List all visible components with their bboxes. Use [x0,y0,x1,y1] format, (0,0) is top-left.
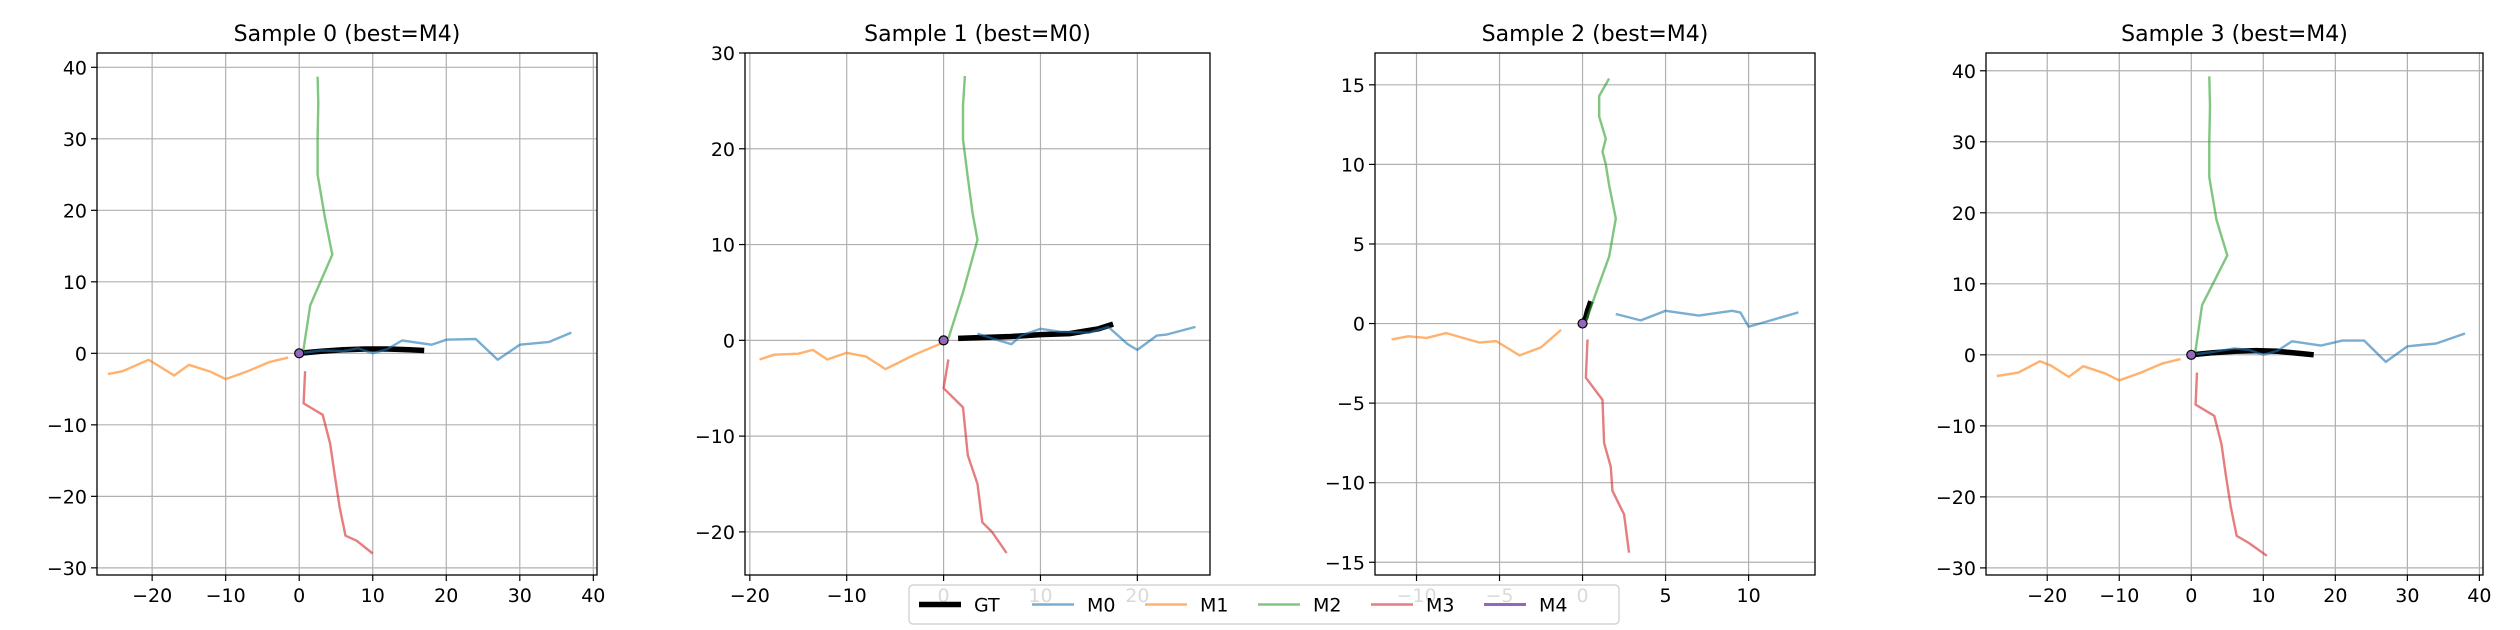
series-line-m3 [1584,339,1631,553]
x-tick-label: −20 [2027,585,2067,607]
y-tick-label: −20 [47,486,87,508]
series-line-m2 [1584,77,1618,323]
y-tick-label: 20 [63,200,87,222]
x-tick-label: −10 [206,585,246,607]
legend-item-m3: M3 [1371,595,1454,617]
series-line-m2 [301,76,334,354]
x-tick-label: 10 [1736,585,1760,607]
y-tick-label: −10 [1325,473,1365,495]
series-line-m2 [947,75,979,339]
y-tick-label: 0 [75,343,87,365]
x-tick-label: 0 [293,585,305,607]
legend-label: M0 [1087,595,1115,617]
legend-item-m2: M2 [1258,595,1341,617]
x-tick-label: 40 [2467,585,2491,607]
series-line-m0 [1615,309,1799,328]
x-tick-label: 40 [581,585,605,607]
series-point-m4 [1577,318,1588,329]
y-tick-label: −10 [47,415,87,437]
y-tick-label: 10 [63,272,87,294]
x-tick-label: −20 [132,585,172,607]
y-tick-label: −15 [1325,552,1365,574]
series-line-m0 [2191,332,2466,364]
series-line-m1 [1996,357,2181,382]
y-tick-label: 10 [1952,274,1976,296]
series-line-m0 [299,331,572,361]
axes-frame [96,52,598,576]
x-tick-label: −10 [2099,585,2139,607]
x-tick-label: −20 [730,585,770,607]
legend-label: M4 [1539,595,1567,617]
subplot-title: Sample 1 (best=M0) [864,22,1091,47]
series-line-m1 [107,356,289,381]
x-tick-label: 5 [1660,585,1672,607]
subplot-title: Sample 3 (best=M4) [2121,22,2348,47]
y-tick-label: −30 [47,558,87,580]
x-tick-label: 20 [434,585,458,607]
legend-item-gt: GT [919,595,1000,617]
x-tick-label: 10 [361,585,385,607]
legend-item-m4: M4 [1484,595,1567,617]
y-tick-label: 15 [1341,75,1365,97]
x-tick-label: 20 [2323,585,2347,607]
y-tick-label: −10 [695,426,735,448]
y-tick-label: 30 [63,129,87,151]
y-tick-label: 30 [711,43,735,65]
series-point-m4 [2186,349,2197,360]
y-tick-label: 40 [63,57,87,79]
grid [1375,53,1815,575]
legend-item-m1: M1 [1145,595,1228,617]
grid [745,52,1210,575]
x-tick-label: 30 [2395,585,2419,607]
y-tick-label: −30 [1936,558,1976,580]
subplot-0: −20 −10 0 10 20 30 40 −30 −20 −10 0 10 20 30 40 Sample … [47,22,606,607]
grid [1986,53,2483,575]
y-tick-label: 20 [1952,203,1976,225]
y-tick-label: −20 [1936,487,1976,509]
subplot-title: Sample 2 (best=M4) [1482,22,1709,47]
series-line-m3 [2194,372,2268,557]
series-line-m0 [977,325,1196,352]
x-tick-label: 30 [508,585,532,607]
legend-label: M3 [1426,595,1454,617]
x-tick-label: −10 [827,585,867,607]
x-tick-label: 10 [2251,585,2275,607]
series-point-m4 [294,348,305,359]
y-tick-label: 0 [723,330,735,352]
y-tick-label: 20 [711,139,735,161]
series-point-m4 [938,335,949,346]
y-tick-label: 10 [711,235,735,257]
axes-frame [1374,52,1816,576]
subplot-3: −20 −10 0 10 20 30 40 −30 −20 −10 0 10 20 30 40 Sample … [1936,22,2492,607]
series-line-m3 [942,359,1008,554]
x-tick-label: 0 [2185,585,2197,607]
y-tick-label: −20 [695,522,735,544]
series-line-m3 [302,371,374,555]
y-tick-label: 10 [1341,154,1365,176]
subplots: −20 −10 0 10 20 30 40 −30 −20 −10 0 10 20 30 40 Sample … [47,22,2492,607]
series-line-m1 [1391,328,1562,357]
y-tick-label: 0 [1353,314,1365,336]
series-line-m1 [759,342,943,371]
series-line-m2 [2193,76,2229,355]
y-tick-label: 5 [1353,234,1365,256]
legend: GT M0 M1 M2 M3 M4 [908,584,1620,625]
legend-label: M2 [1313,595,1341,617]
grid [97,53,597,575]
y-tick-label: 30 [1952,132,1976,154]
y-tick-label: 40 [1952,61,1976,83]
y-tick-label: −10 [1936,416,1976,438]
axes-frame [1985,52,2484,576]
legend-label: GT [974,595,1000,617]
subplot-title: Sample 0 (best=M4) [234,22,461,47]
legend-item-m0: M0 [1032,595,1115,617]
legend-label: M1 [1200,595,1228,617]
y-tick-label: −5 [1337,393,1365,415]
axes-frame [744,52,1211,576]
y-tick-label: 0 [1964,345,1976,367]
